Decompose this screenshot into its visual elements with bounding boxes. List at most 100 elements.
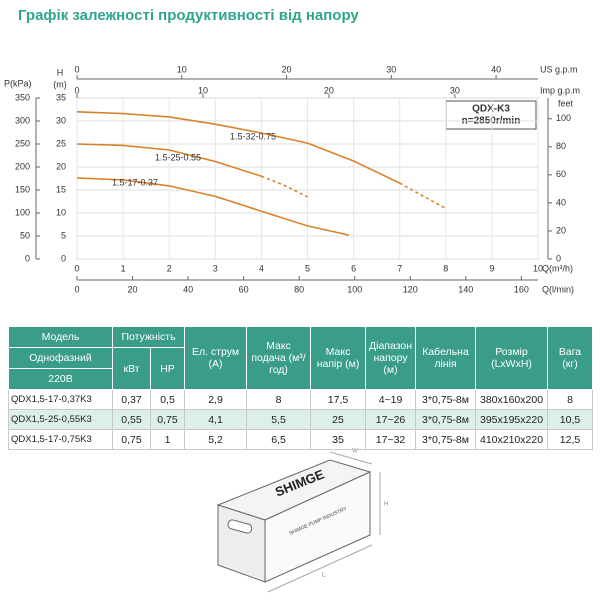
dimension-line [329,451,373,465]
table-cell: 410x210x220 [475,429,549,450]
tick-label: 0 [74,284,79,294]
header-cell: HP [149,347,186,390]
table-row: QDX1,5-25-0,55K3 0,55 0,75 4,1 5,5 25 17~26 3*0… [8,409,594,430]
table-cell: 12,5 [547,429,594,450]
table-cell: 17~32 [365,429,417,450]
table-cell: 35 [310,429,367,450]
header-cell: Макс напір (м) [310,326,367,390]
box-side [264,471,371,583]
header-cell: Модель [8,326,113,348]
header-row: Модель Потужність Ел. струм (А) Макс под… [8,326,594,390]
tick-label: 80 [294,284,304,294]
header-cell: Потужність [111,326,186,348]
table-cell: 0,55 [112,409,151,430]
dimension-line [267,544,373,593]
dimension-label: H [384,502,388,508]
table-cell: 3*0,75-8м [415,429,477,450]
header-row: Однофазний кВт HP [8,347,593,390]
axis-label: US g.p.m [540,64,578,74]
tick-label: 30 [450,85,460,95]
y-axis-label: H [57,67,64,77]
tick-label: 50 [20,230,30,240]
table-cell: 0,37 [112,389,151,410]
table-cell: 380x160x200 [475,389,549,410]
tick-label: 0 [25,253,30,263]
tick-label: 40 [556,197,566,207]
axis-label: P(kPa) [4,78,32,88]
table-cell: 2,9 [184,389,248,410]
annotation: QDX-K3 [472,104,510,115]
tick-label: 100 [347,284,362,294]
curve-extrapolated [399,182,447,210]
axis-label: Imp g.p.m [540,85,580,95]
tick-label: 100 [556,113,571,123]
x-tick-label: 4 [259,263,264,273]
x-axis-label: Q(m³/h) [542,263,573,273]
header-cell: Вага (кг) [547,326,594,390]
box-drawing [216,451,381,593]
table-body: QDX1,5-17-0,37K3 0,37 0,5 2,9 8 17,5 4~19 3*0,7… [8,389,594,450]
table-cell: 6,5 [246,429,312,450]
tick-label: 60 [556,169,566,179]
tick-label: 20 [556,225,566,235]
tick-label: 160 [514,284,529,294]
table-cell: QDX1,5-17-0,37K3 [8,389,113,410]
tick-label: 200 [15,161,30,171]
table-cell: 17,5 [310,389,367,410]
tick-label: 250 [15,138,30,148]
tick-label: 10 [177,64,187,74]
tick-label: 300 [15,115,30,125]
table-cell: 395x195x220 [475,409,549,430]
dimension-label: L [322,573,326,579]
tick-label: 0 [74,85,79,95]
axis-label: Q(l/min) [542,284,574,294]
table-cell: 10,5 [547,409,594,430]
header-cell: Макс подача (м³/год) [246,326,312,390]
y-tick-label: 25 [56,138,66,148]
header-cell: Діапазон напору (м) [365,326,417,390]
header-cell: Однофазний [8,347,113,369]
annotation-box [445,100,537,130]
table-cell: 8 [246,389,312,410]
y-tick-label: 15 [56,184,66,194]
table-cell: 17~26 [365,409,417,430]
tick-label: 10 [198,85,208,95]
x-tick-label: 5 [305,263,310,273]
tick-label: 140 [458,284,473,294]
chart-title: Графік залежності продуктивності від нап… [18,7,359,24]
x-tick-label: 9 [489,263,494,273]
dimension-label: W [352,449,358,455]
y-tick-label: 30 [56,115,66,125]
tick-label: 80 [556,141,566,151]
table-cell: 0,75 [149,409,186,430]
tick-label: 0 [556,253,561,263]
tick-label: 20 [282,64,292,74]
tick-label: 120 [403,284,418,294]
table-header: Модель Потужність Ел. струм (А) Макс под… [8,326,594,390]
table-cell: 1 [149,429,186,450]
x-tick-label: 0 [74,263,79,273]
header-cell: 220В [8,368,113,390]
x-tick-label: 10 [533,263,543,273]
tick-label: 20 [128,284,138,294]
table-cell: 3*0,75-8м [415,409,477,430]
tick-label: 100 [15,207,30,217]
x-tick-label: 3 [213,263,218,273]
table-cell: 0,75 [112,429,151,450]
curve-label: 1.5-17-0.37 [112,177,158,187]
tick-label: 150 [15,184,30,194]
table-cell: 4~19 [365,389,417,410]
table-row: QDX1,5-17-0,37K3 0,37 0,5 2,9 8 17,5 4~19 3*0,7… [8,389,594,410]
tick-label: 350 [15,92,30,102]
y-axis-unit: (m) [53,79,67,89]
table-cell: 5,2 [184,429,248,450]
axis-label: feet [558,98,574,108]
y-tick-label: 35 [56,92,66,102]
tick-label: 30 [386,64,396,74]
header-cell: Ел. струм (А) [184,326,248,390]
table-cell: QDX1,5-25-0,55K3 [8,409,113,430]
tick-label: 20 [324,85,334,95]
header-cell: кВт [112,347,151,390]
curve [76,177,350,236]
